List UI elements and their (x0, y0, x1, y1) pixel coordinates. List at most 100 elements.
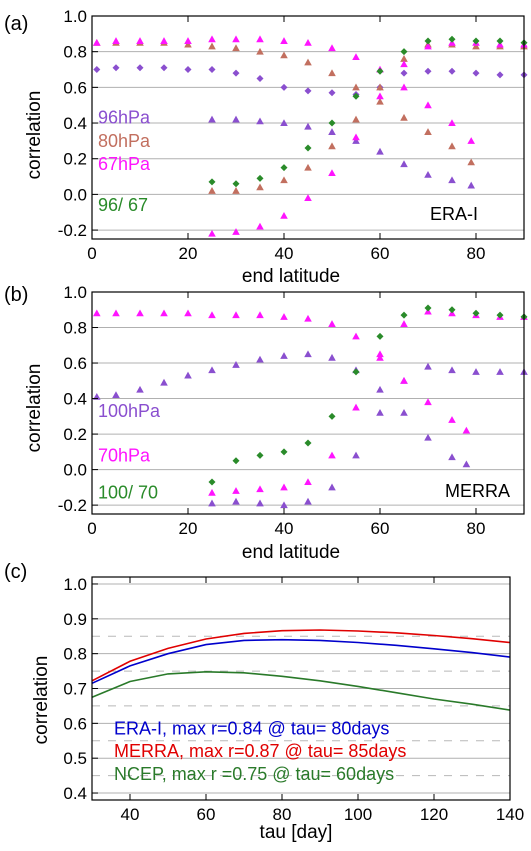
panel-c-ticks: 0.4 0.5 0.6 0.7 0.8 0.9 1.0 40 60 80 100 120 140 (63, 575, 524, 824)
data-point (424, 433, 432, 441)
data-point (256, 311, 264, 319)
y-tick-label: 0.8 (63, 319, 87, 338)
legend-entry: MERRA, max r=0.87 @ tau= 85days (114, 741, 406, 761)
data-point (328, 320, 336, 327)
data-point (280, 37, 288, 44)
y-tick-label: 0.4 (63, 390, 87, 409)
data-point (256, 451, 264, 459)
panel-c-label: (c) (4, 561, 27, 583)
panel-b-grid (92, 291, 524, 506)
data-point (304, 58, 312, 66)
y-tick-label: 0.4 (63, 114, 87, 133)
data-point (280, 83, 288, 91)
data-point (280, 448, 288, 456)
data-point (448, 306, 456, 314)
data-point (304, 478, 312, 486)
data-point (208, 115, 216, 123)
data-point (496, 71, 504, 79)
data-point (304, 163, 312, 171)
series-line-ncep (91, 670, 511, 711)
legend-entry: 100/ 70 (98, 483, 158, 503)
data-point (472, 368, 480, 375)
panel-a: (a) correlation end latitude ERA-I -0.20… (4, 7, 528, 287)
y-tick-label: 0.8 (63, 43, 87, 62)
legend-entry: 67hPa (98, 154, 151, 174)
data-point (232, 115, 240, 123)
data-point (328, 353, 336, 361)
x-tick-label: 40 (275, 244, 294, 263)
data-point (424, 304, 432, 312)
data-point (184, 66, 192, 74)
data-point (256, 499, 264, 507)
data-point (93, 66, 101, 74)
legend-entry: 96/ 67 (98, 195, 148, 215)
x-tick-label: 140 (496, 805, 524, 824)
data-point (400, 408, 408, 416)
data-point (424, 398, 432, 406)
data-point (472, 37, 480, 45)
data-point (376, 353, 384, 361)
data-point (208, 366, 216, 374)
y-tick-label: 0.9 (63, 610, 87, 629)
y-tick-label: 0.5 (63, 749, 87, 768)
x-tick-label: 60 (197, 805, 216, 824)
data-point (352, 92, 360, 100)
data-point (376, 97, 384, 105)
data-point (160, 309, 168, 317)
data-point (256, 47, 264, 55)
panel-c-xlabel: tau [day] (260, 822, 333, 843)
data-point (376, 83, 384, 91)
data-point (304, 38, 312, 46)
data-point (352, 368, 360, 376)
y-tick-label: 1.0 (63, 7, 87, 26)
x-tick-label: 60 (371, 519, 390, 538)
data-point (232, 35, 240, 43)
data-point (352, 83, 360, 91)
legend-entry: NCEP, max r =0.75 @ tau= 60days (114, 764, 394, 784)
panel-a-legend: 96hPa 80hPa 67hPa 96/ 67 (98, 108, 151, 215)
data-point (472, 42, 480, 50)
x-tick-label: 40 (275, 519, 294, 538)
data-point (232, 497, 240, 505)
data-point (400, 60, 408, 68)
panel-a-ticks: -0.2 0.0 0.2 0.4 0.6 0.8 1.0 0 20 40 60 80 (58, 7, 486, 263)
data-point (400, 55, 408, 62)
data-point (424, 37, 432, 45)
data-point (256, 174, 264, 182)
data-point (467, 181, 475, 189)
data-point (424, 128, 432, 135)
x-tick-label: 80 (467, 244, 486, 263)
panel-a-marks (93, 35, 528, 237)
data-point (328, 119, 336, 127)
data-point (160, 378, 168, 386)
data-point (496, 37, 504, 45)
data-point (136, 385, 144, 393)
data-point (472, 69, 480, 77)
data-point (376, 147, 384, 155)
y-tick-label: 0.2 (63, 425, 87, 444)
data-point (304, 314, 312, 322)
data-point (376, 408, 384, 416)
data-point (280, 164, 288, 172)
data-point (208, 66, 216, 74)
data-point (232, 311, 240, 319)
y-tick-label: 0.0 (63, 461, 87, 480)
data-point (328, 412, 336, 420)
y-tick-label: 1.0 (63, 283, 87, 302)
data-point (256, 355, 264, 363)
y-tick-label: 0.6 (63, 354, 87, 373)
data-point (462, 460, 471, 468)
data-point (328, 169, 336, 176)
x-tick-label: 120 (420, 805, 448, 824)
panel-b-dataset-label: MERRA (445, 481, 510, 501)
y-tick-label: 0.0 (63, 185, 87, 204)
data-point (328, 142, 336, 150)
panel-b-ylabel: correlation (24, 364, 45, 453)
data-point (112, 309, 120, 317)
data-point (467, 158, 475, 166)
data-point (280, 51, 288, 59)
x-tick-label: 40 (121, 805, 140, 824)
data-point (328, 69, 336, 77)
